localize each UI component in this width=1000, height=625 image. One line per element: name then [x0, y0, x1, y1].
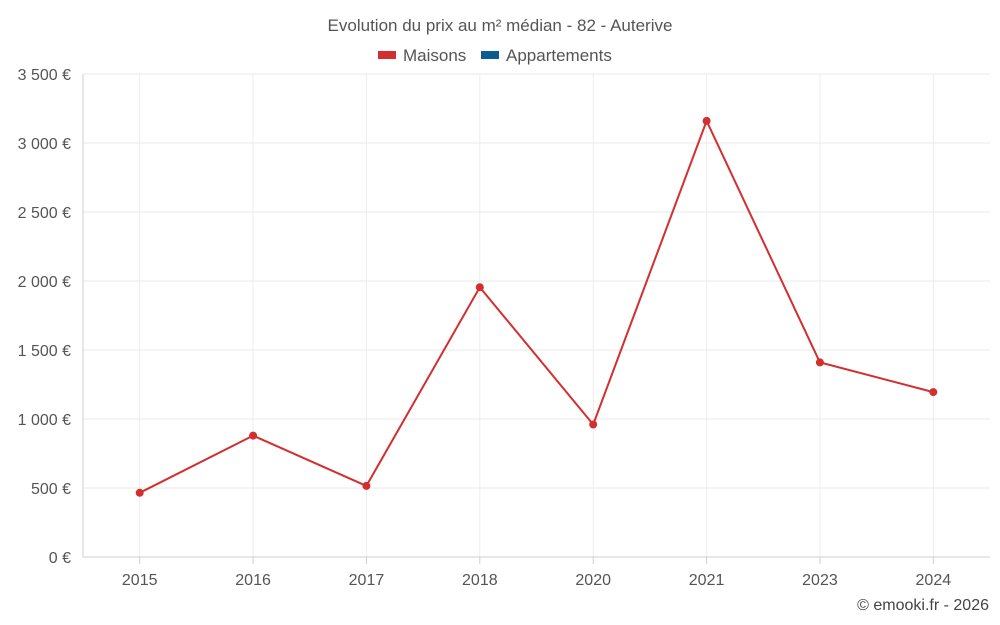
y-tick-label: 1 000 € — [18, 412, 71, 429]
legend-swatch-appartements — [481, 51, 499, 59]
data-point-2018[interactable] — [475, 283, 484, 292]
x-tick-label: 2023 — [802, 572, 838, 589]
x-tick-label: 2021 — [689, 572, 725, 589]
x-tick-label: 2016 — [235, 572, 271, 589]
legend-item-appartements[interactable]: Appartements — [481, 46, 612, 65]
credit-text: © emooki.fr - 2026 — [857, 597, 989, 614]
x-tick-label: 2020 — [575, 572, 611, 589]
x-tick-label: 2024 — [916, 572, 952, 589]
data-point-2015[interactable] — [135, 488, 144, 497]
data-point-2016[interactable] — [249, 431, 258, 440]
data-point-2023[interactable] — [815, 358, 824, 367]
legend: Maisons Appartements — [378, 46, 612, 65]
x-tick-label: 2017 — [349, 572, 385, 589]
data-point-2017[interactable] — [362, 481, 371, 490]
series-line-maisons — [139, 119, 934, 494]
y-tick-label: 0 € — [49, 550, 71, 567]
x-tick-label: 2018 — [462, 572, 498, 589]
y-tick-label: 3 500 € — [18, 67, 71, 84]
y-tick-label: 500 € — [31, 481, 71, 498]
y-tick-label: 1 500 € — [18, 343, 71, 360]
chart-title: Evolution du prix au m² médian - 82 - Au… — [328, 16, 673, 35]
data-point-2021[interactable] — [702, 116, 711, 125]
legend-swatch-maisons — [378, 51, 396, 59]
series-maisons — [135, 116, 938, 497]
y-tick-label: 3 000 € — [18, 136, 71, 153]
y-tick-label: 2 000 € — [18, 274, 71, 291]
grid — [83, 73, 990, 557]
data-point-2024[interactable] — [929, 388, 938, 397]
legend-label-maisons: Maisons — [403, 46, 466, 65]
data-point-2020[interactable] — [589, 420, 598, 429]
axes: 0 € 500 € 1 000 € 1 500 € 2 000 € 2 500 € 3 00… — [18, 67, 990, 589]
legend-item-maisons[interactable]: Maisons — [378, 46, 466, 65]
y-tick-label: 2 500 € — [18, 205, 71, 222]
legend-label-appartements: Appartements — [506, 46, 612, 65]
x-tick-label: 2015 — [122, 572, 158, 589]
